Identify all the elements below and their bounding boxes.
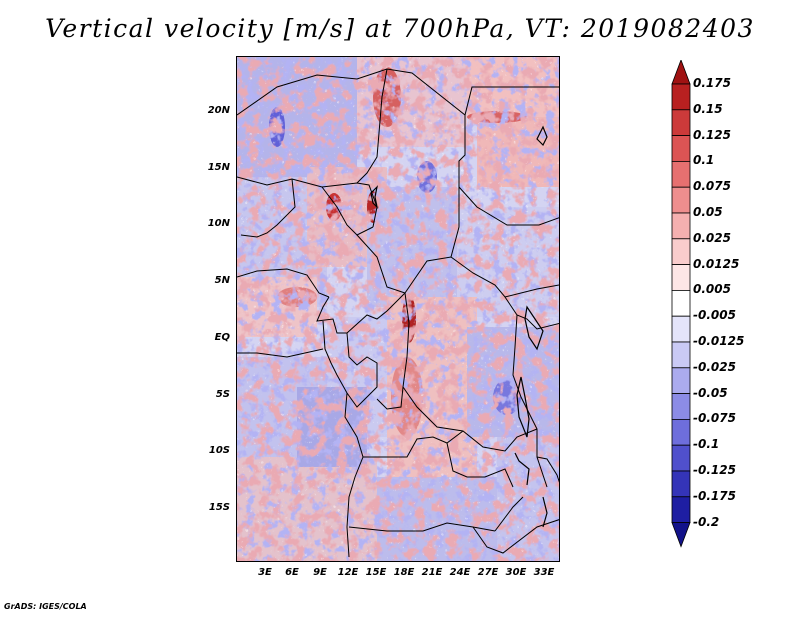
colorbar-label: 0.15 <box>693 101 723 116</box>
colorbar-segment <box>671 289 691 317</box>
colorbar-label: 0.075 <box>693 179 731 194</box>
colorbar-label: 0.005 <box>693 282 731 297</box>
vertical-velocity-field <box>237 57 559 561</box>
map-panel <box>236 56 560 562</box>
colorbar-label: -0.05 <box>693 385 728 400</box>
lat-label-15s: 15S <box>208 502 230 513</box>
colorbar-label: -0.175 <box>693 488 736 503</box>
colorbar-bottom-extension <box>671 522 691 548</box>
lon-label-18e: 18E <box>393 567 415 578</box>
colorbar-label: -0.075 <box>693 411 736 426</box>
colorbar-label: -0.0125 <box>693 334 745 348</box>
colorbar <box>671 60 691 548</box>
colorbar-segment <box>671 186 691 214</box>
grads-credit: GrADS: IGES/COLA <box>4 602 87 611</box>
colorbar-segment <box>671 212 691 240</box>
colorbar-label: -0.125 <box>693 463 736 477</box>
lon-label-6e: 6E <box>285 567 299 578</box>
colorbar-segment <box>671 418 691 446</box>
colorbar-label: 0.025 <box>693 230 731 245</box>
colorbar-segment <box>671 83 691 111</box>
colorbar-label: -0.005 <box>693 308 736 323</box>
colorbar-label: 0.1 <box>693 153 715 168</box>
colorbar-segment <box>671 161 691 188</box>
colorbar-label: 0.05 <box>693 205 723 219</box>
colorbar-label: 0.175 <box>693 76 731 90</box>
colorbar-label: -0.2 <box>693 514 720 529</box>
colorbar-segment <box>671 444 691 472</box>
colorbar-segment <box>671 367 691 394</box>
colorbar-label: -0.025 <box>693 359 736 374</box>
lon-label-24e: 24E <box>449 567 471 578</box>
colorbar-segment <box>671 470 691 498</box>
lat-label-5n: 5N <box>214 275 230 286</box>
colorbar-segment <box>671 264 691 291</box>
lakes <box>370 125 548 528</box>
lat-label-10s: 10S <box>208 445 230 456</box>
colorbar-label: 0.0125 <box>693 256 740 271</box>
colorbar-label: 0.125 <box>693 127 731 142</box>
lon-label-12e: 12E <box>337 567 359 578</box>
lat-label-10n: 10N <box>207 218 230 229</box>
colorbar-segment <box>671 341 691 369</box>
lat-label-eq: EQ <box>214 332 230 343</box>
colorbar-segment <box>671 393 691 420</box>
lon-label-27e: 27E <box>477 567 499 578</box>
lat-label-15n: 15N <box>207 162 230 173</box>
lat-label-5s: 5S <box>215 389 230 400</box>
colorbar-segment <box>671 238 691 266</box>
colorbar-label: -0.1 <box>693 437 720 452</box>
lon-label-21e: 21E <box>421 567 443 578</box>
chart-title: Vertical velocity [m/s] at 700hPa, VT: 2… <box>45 14 755 43</box>
lon-label-3e: 3E <box>258 567 272 578</box>
lon-label-15e: 15E <box>365 567 387 578</box>
lat-label-20n: 20N <box>207 105 230 116</box>
lon-label-9e: 9E <box>313 567 327 578</box>
lon-label-33e: 33E <box>533 567 555 578</box>
lon-label-30e: 30E <box>505 567 527 578</box>
colorbar-segment <box>671 109 691 136</box>
colorbar-segment <box>671 135 691 162</box>
colorbar-segment <box>671 496 691 523</box>
colorbar-top-extension <box>671 60 691 85</box>
colorbar-segment <box>671 315 691 343</box>
